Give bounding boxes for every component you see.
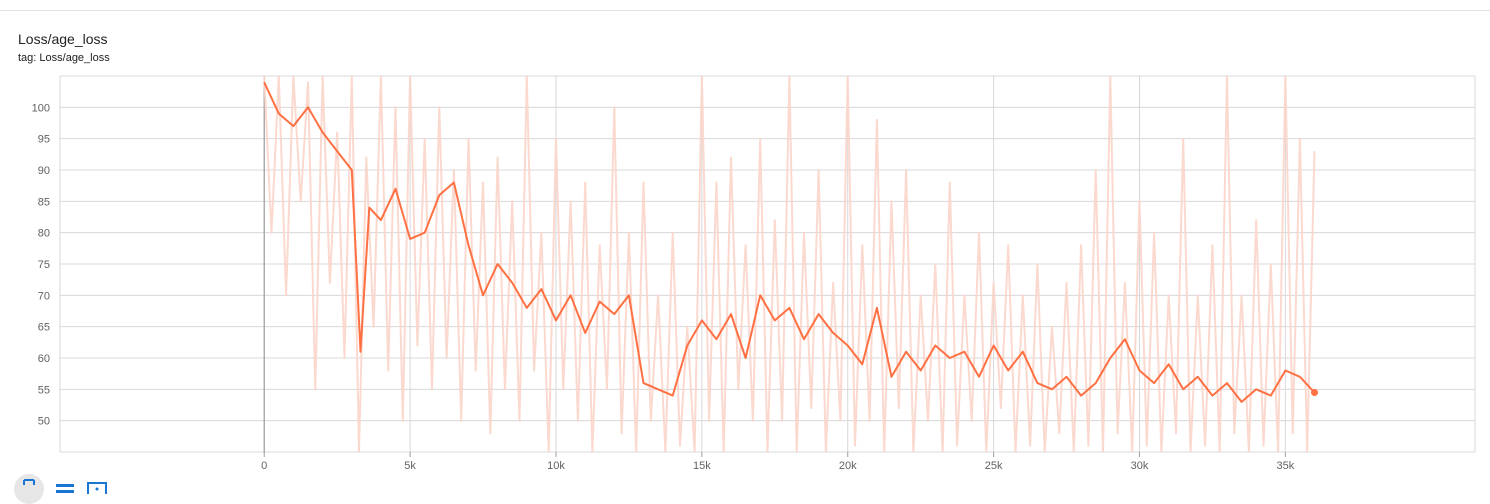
x-tick-label: 10k (547, 460, 565, 472)
chart-toolbar (14, 474, 128, 504)
x-tick-label: 5k (404, 460, 416, 472)
y-tick-label: 75 (38, 259, 50, 271)
y-axis-ticks: 50 55 60 65 70 75 80 85 90 95 100 (32, 102, 50, 427)
raw-series-line (263, 76, 1316, 452)
x-tick-label: 0 (261, 460, 267, 472)
y-tick-label: 95 (38, 134, 50, 146)
fit-domain-icon (87, 482, 107, 494)
x-axis-ticks: 0 5k 10k 15k 20k 25k 30k 35k (261, 460, 1295, 472)
y-tick-label: 65 (38, 322, 50, 334)
fit-domain-button[interactable] (86, 474, 108, 494)
smoothed-series-line (263, 81, 1316, 403)
log-scale-lines-icon (56, 484, 74, 493)
fullscreen-icon (23, 479, 35, 485)
x-tick-label: 35k (1276, 460, 1294, 472)
y-tick-label: 50 (38, 416, 50, 428)
fullscreen-button[interactable] (18, 474, 40, 494)
y-tick-label: 80 (38, 228, 50, 240)
y-tick-label: 85 (38, 196, 50, 208)
x-tick-label: 25k (985, 460, 1003, 472)
x-tick-label: 20k (839, 460, 857, 472)
marker-layer (1311, 388, 1319, 396)
card-title: Loss/age_loss (18, 31, 108, 47)
log-scale-button[interactable] (54, 474, 76, 494)
y-tick-label: 90 (38, 165, 50, 177)
y-tick-label: 60 (38, 353, 50, 365)
y-tick-label: 70 (38, 290, 50, 302)
card-tag: tag: Loss/age_loss (18, 52, 110, 64)
x-tick-label: 30k (1131, 460, 1149, 472)
x-tick-label: 15k (693, 460, 711, 472)
y-tick-label: 100 (32, 102, 50, 114)
series-layer (263, 76, 1316, 452)
y-tick-label: 55 (38, 384, 50, 396)
series-end-marker (1311, 388, 1319, 396)
top-divider (0, 10, 1490, 11)
